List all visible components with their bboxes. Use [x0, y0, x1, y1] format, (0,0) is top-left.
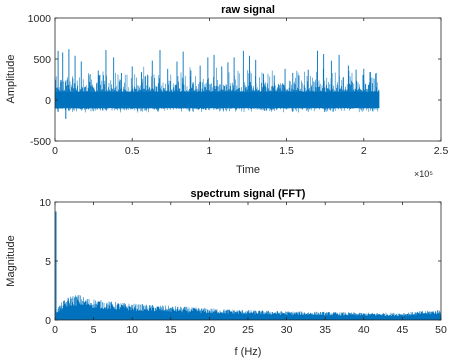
fft-xtick-label: 25 — [242, 324, 254, 336]
spectrum-title: spectrum signal (FFT) — [191, 188, 306, 200]
raw-ytick-label: 1000 — [28, 13, 52, 25]
raw-signal-title: raw signal — [221, 4, 275, 16]
fft-xtick-label: 50 — [435, 324, 447, 336]
raw-signal-noise — [55, 66, 380, 113]
raw-signal-x-exponent: ×10⁵ — [414, 169, 433, 179]
fft-xtick-label: 40 — [358, 324, 370, 336]
spectrum-base-fill — [55, 305, 441, 320]
fft-xtick-label: 20 — [204, 324, 216, 336]
fft-xtick-label: 10 — [126, 324, 138, 336]
raw-xtick-label: 1.5 — [279, 145, 294, 157]
raw-ytick-label: 500 — [33, 54, 51, 66]
fft-xtick-label: 45 — [397, 324, 409, 336]
raw-signal-axes-box — [54, 17, 442, 142]
fft-ytick-label: 0 — [45, 315, 51, 327]
fft-ytick-label: 5 — [45, 256, 51, 268]
spectrum-plot-area — [55, 211, 441, 320]
fft-xtick-label: 35 — [319, 324, 331, 336]
fft-ytick-label: 10 — [39, 197, 51, 209]
raw-ytick-label: -500 — [30, 136, 51, 148]
fft-xtick-label: 5 — [91, 324, 97, 336]
spectrum-ticks: 0 5 10 15 20 25 30 35 40 45 50 0 5 10 — [39, 197, 447, 336]
fft-xtick-label: 15 — [165, 324, 177, 336]
spectrum-chart: spectrum signal (FFT) 0 5 10 15 20 25 30 35 40 45… — [5, 188, 447, 358]
raw-xtick-label: 0 — [52, 145, 58, 157]
spectrum-ylabel: Magnitude — [5, 235, 17, 286]
raw-signal-ylabel: Amplitude — [5, 55, 17, 104]
raw-xtick-label: 0.5 — [125, 145, 140, 157]
fft-xtick-label: 0 — [52, 324, 58, 336]
fft-xtick-label: 30 — [281, 324, 293, 336]
raw-signal-plot-area — [55, 49, 380, 119]
raw-xtick-label: 2 — [361, 145, 367, 157]
raw-xtick-label: 2.5 — [434, 145, 449, 157]
raw-signal-xlabel: Time — [236, 164, 260, 176]
raw-xtick-label: 1 — [206, 145, 212, 157]
raw-ytick-label: 0 — [45, 95, 51, 107]
spectrum-xlabel: f (Hz) — [235, 346, 262, 358]
